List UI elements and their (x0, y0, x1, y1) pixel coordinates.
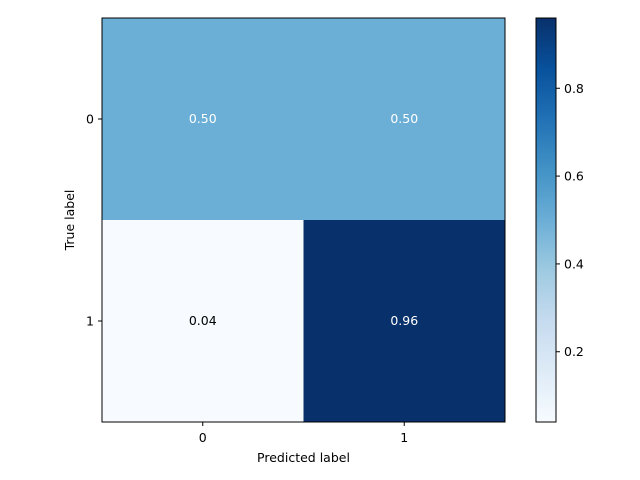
x-tick-label: 1 (400, 430, 408, 445)
y-tick-label: 0 (86, 112, 94, 127)
x-axis-label: Predicted label (257, 450, 350, 465)
y-axis-label: True label (62, 190, 77, 252)
plot-frame (101, 17, 506, 423)
colorbar-tick-label: 0.6 (564, 169, 584, 184)
y-tick-label: 1 (86, 314, 94, 329)
heatmap-cells: 0.50 0.50 0.04 0.96 (102, 18, 506, 423)
cell-value-label: 0.50 (189, 111, 217, 126)
colorbar-frame (535, 17, 557, 423)
colorbar-gradient (536, 18, 556, 422)
cell-value-label: 0.04 (189, 313, 217, 328)
cell-value-label: 0.50 (390, 111, 418, 126)
cell-value-label: 0.96 (390, 313, 418, 328)
heatmap-cell (102, 18, 304, 221)
heatmap-cell (102, 220, 304, 423)
heatmap-cell (303, 18, 506, 221)
heatmap-cell (303, 220, 506, 423)
colorbar-tick-label: 0.2 (564, 344, 584, 359)
x-tick-label: 0 (199, 430, 207, 445)
colorbar-tick-label: 0.8 (564, 81, 584, 96)
colorbar-tick-label: 0.4 (564, 256, 584, 271)
colorbar-ticks: 0.2 0.4 0.6 0.8 (556, 81, 584, 359)
y-axis-ticks: 01 (86, 112, 102, 329)
